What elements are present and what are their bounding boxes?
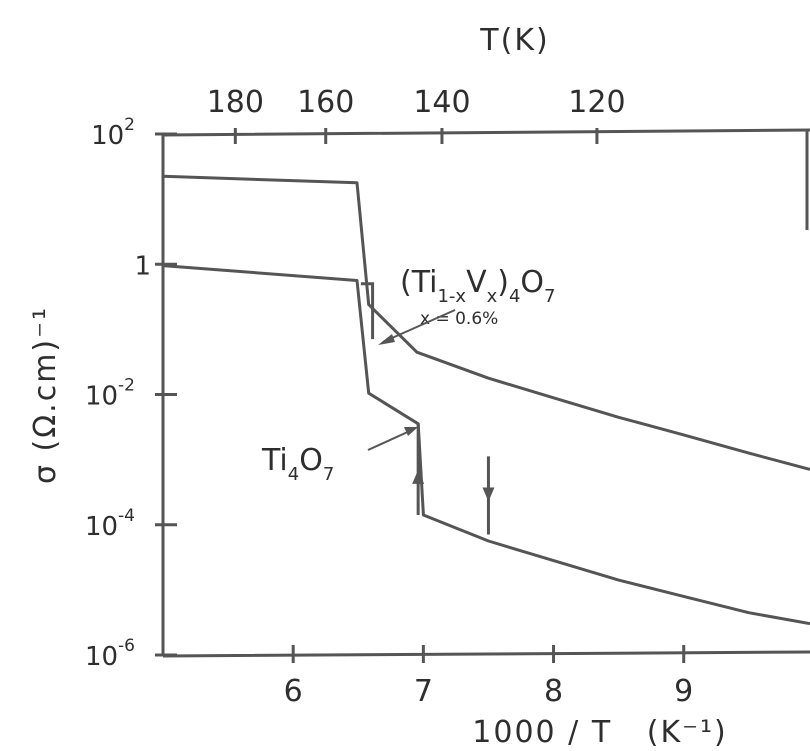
- y-tick-exp: 2: [124, 115, 135, 135]
- top-axis-title: T(K): [479, 23, 549, 58]
- annotation-ti4o7-arrowhead: [404, 427, 418, 436]
- y-tick-exp: -2: [118, 376, 135, 396]
- y-axis-title: σ (Ω.cm)⁻¹: [28, 306, 63, 484]
- annotation-doped: (Ti1-xVx)4O7 x = 0.6%: [378, 265, 556, 345]
- x-tick-label: 9: [674, 674, 693, 709]
- annotation-ti4o7-label: Ti4O7: [261, 443, 334, 485]
- top-tick-label: 140: [413, 85, 470, 120]
- curve-doped: [162, 174, 810, 471]
- y-tick-base: 10: [91, 121, 124, 151]
- axes: [161, 128, 810, 658]
- annotation-doped-label: (Ti1-xVx)4O7: [400, 265, 556, 307]
- x-axis-title: 1000 / T (K⁻¹): [472, 715, 727, 750]
- annotation-ti4o7: Ti4O7: [261, 427, 418, 485]
- annotation-doped-part: V: [466, 265, 487, 300]
- annotation-ti4o7-part: O: [299, 443, 323, 478]
- y-tick-base: 10: [85, 512, 118, 542]
- x-tick-label: 8: [544, 674, 563, 709]
- y-tick-label: 10-2: [85, 376, 135, 412]
- annotation-ti4o7-part: 4: [288, 464, 299, 485]
- y-tick-exp: -6: [118, 636, 135, 656]
- y-tick-label: 102: [91, 115, 135, 151]
- annotation-doped-part: (Ti: [400, 265, 437, 300]
- annotation-doped-sub: x = 0.6%: [420, 309, 498, 329]
- y-tick-base: 10: [85, 642, 118, 672]
- transition-step: [360, 282, 375, 340]
- x-ticks: 6 7 8 9: [284, 645, 693, 709]
- heating-arrow: [412, 469, 425, 484]
- curve-ti4o7: [162, 264, 810, 626]
- y-tick-exp: -4: [118, 506, 135, 526]
- annotation-doped-part: O: [520, 265, 544, 300]
- top-ticks: 180 160 140 120: [207, 85, 626, 144]
- hysteresis-marks: [360, 282, 495, 535]
- annotation-doped-part: 1-x: [437, 286, 466, 307]
- y-tick-label: 10-4: [85, 506, 135, 542]
- annotation-doped-arrowhead: [378, 334, 395, 345]
- annotation-doped-part: 7: [544, 286, 555, 307]
- annotation-ti4o7-part: Ti: [261, 443, 288, 478]
- y-tick-label: 1: [134, 251, 151, 281]
- top-tick-label: 180: [207, 85, 264, 120]
- annotation-doped-part: ): [497, 265, 509, 300]
- x-tick-label: 7: [414, 674, 433, 709]
- y-tick-label: 10-6: [85, 636, 135, 672]
- top-tick-label: 160: [297, 85, 354, 120]
- x-tick-label: 6: [284, 674, 303, 709]
- y-tick-base: 1: [134, 251, 151, 281]
- cooling-arrow: [482, 487, 495, 502]
- y-tick-base: 10: [85, 382, 118, 412]
- axis-frame: [161, 128, 810, 658]
- annotation-ti4o7-part: 7: [323, 464, 334, 485]
- annotation-doped-arrow: [382, 309, 456, 343]
- curves: [162, 174, 810, 626]
- annotation-ti4o7-arrow: [367, 429, 413, 451]
- annotation-doped-part: 4: [509, 286, 520, 307]
- top-tick-label: 120: [568, 85, 625, 120]
- annotation-doped-part: x: [487, 286, 498, 307]
